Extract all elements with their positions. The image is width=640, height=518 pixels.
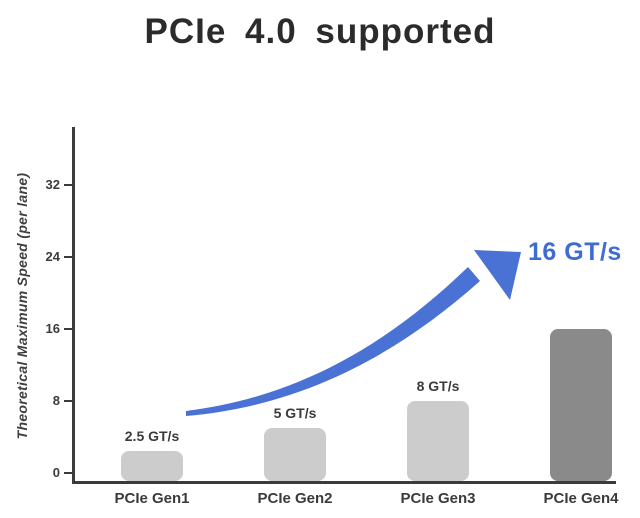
y-tick-label-24: 24 [45,249,60,264]
bar-value-label-pcie-gen1: 2.5 GT/s [124,427,180,444]
y-tick-label-16: 16 [45,321,60,336]
y-axis-line [72,127,75,484]
y-tick-mark-32 [64,184,72,186]
y-axis-label: Theoretical Maximum Speed (per lane) [14,172,30,440]
bar-pcie-gen3 [407,401,469,481]
bar-pcie-gen4 [550,329,612,481]
x-axis-label-pcie-gen1: PCIe Gen1 [114,490,190,507]
bar-pcie-gen1 [121,450,183,481]
annotation-16gts: 16 GT/s [528,238,622,266]
x-axis-label-pcie-gen3: PCIe Gen3 [400,490,476,507]
y-tick-mark-8 [64,400,72,402]
chart-title: PCIe 4.0 supported [144,12,496,51]
y-tick-mark-24 [64,256,72,258]
x-axis-line [72,481,616,484]
bar-value-label-pcie-gen3: 8 GT/s [416,378,460,394]
bar-pcie-gen2 [264,428,326,481]
y-tick-label-0: 0 [52,465,60,480]
y-tick-label-8: 8 [52,393,60,408]
x-axis-label-pcie-gen2: PCIe Gen2 [257,490,333,507]
growth-arrow-head [474,250,521,300]
bar-value-label-pcie-gen2: 5 GT/s [273,405,317,421]
y-tick-mark-0 [64,472,72,474]
y-tick-label-32: 32 [45,177,60,192]
y-tick-mark-16 [64,328,72,330]
x-axis-label-pcie-gen4: PCIe Gen4 [543,490,619,507]
